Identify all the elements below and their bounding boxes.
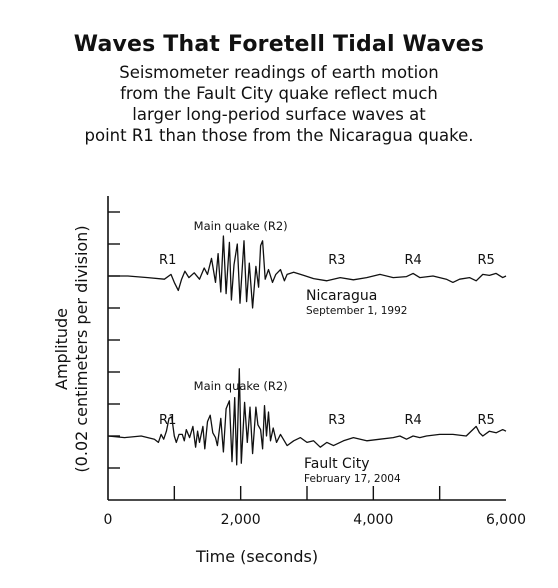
marker-label: R4 [404,413,421,428]
chart-title: Waves That Foretell Tidal Waves [73,32,485,57]
y-ticks [108,211,120,469]
marker-label: R4 [404,253,421,268]
axes [107,196,506,501]
x-tick-label: 0 [104,512,113,528]
x-tick-label: 2,000 [221,512,261,528]
series-name: Fault City [304,456,370,472]
x-tick-label: 6,000 [486,512,526,528]
marker-label: R3 [328,253,345,268]
y-axis-label: Amplitude (0.02 centimeters per division… [52,225,91,472]
marker-label: R5 [477,253,494,268]
subtitle-line-2: from the Fault City quake reflect much [120,84,438,103]
x-tick-label: 4,000 [353,512,393,528]
y-axis-label-line-1: Amplitude [52,308,71,390]
x-ticks: 0 2,000 4,000 6,000 [104,486,526,528]
subtitle-line-1: Seismometer readings of earth motion [119,63,439,82]
series-name: Nicaragua [306,288,377,304]
x-axis-label: Time (seconds) [195,547,318,566]
marker-label: R1 [159,413,176,428]
marker-label: Main quake (R2) [194,379,288,393]
traces [107,235,507,466]
chart-subtitle: Seismometer readings of earth motion fro… [0,62,558,146]
marker-label: R1 [159,253,176,268]
y-axis-label-line-2: (0.02 centimeters per division) [72,225,91,472]
series-date: February 17, 2004 [304,473,401,485]
marker-label: Main quake (R2) [194,219,288,233]
annotations: Main quake (R2) R1 R3 R4 R5 NicaraguaSeptembe… [159,219,495,485]
marker-label: R5 [477,413,494,428]
subtitle-line-4: point R1 than those from the Nicaragua q… [84,126,474,145]
subtitle-line-3: larger long-period surface waves at [132,105,426,124]
series-date: September 1, 1992 [306,305,407,317]
trace-fault-city [107,368,507,466]
marker-label: R3 [328,413,345,428]
trace-nicaragua [108,235,507,309]
